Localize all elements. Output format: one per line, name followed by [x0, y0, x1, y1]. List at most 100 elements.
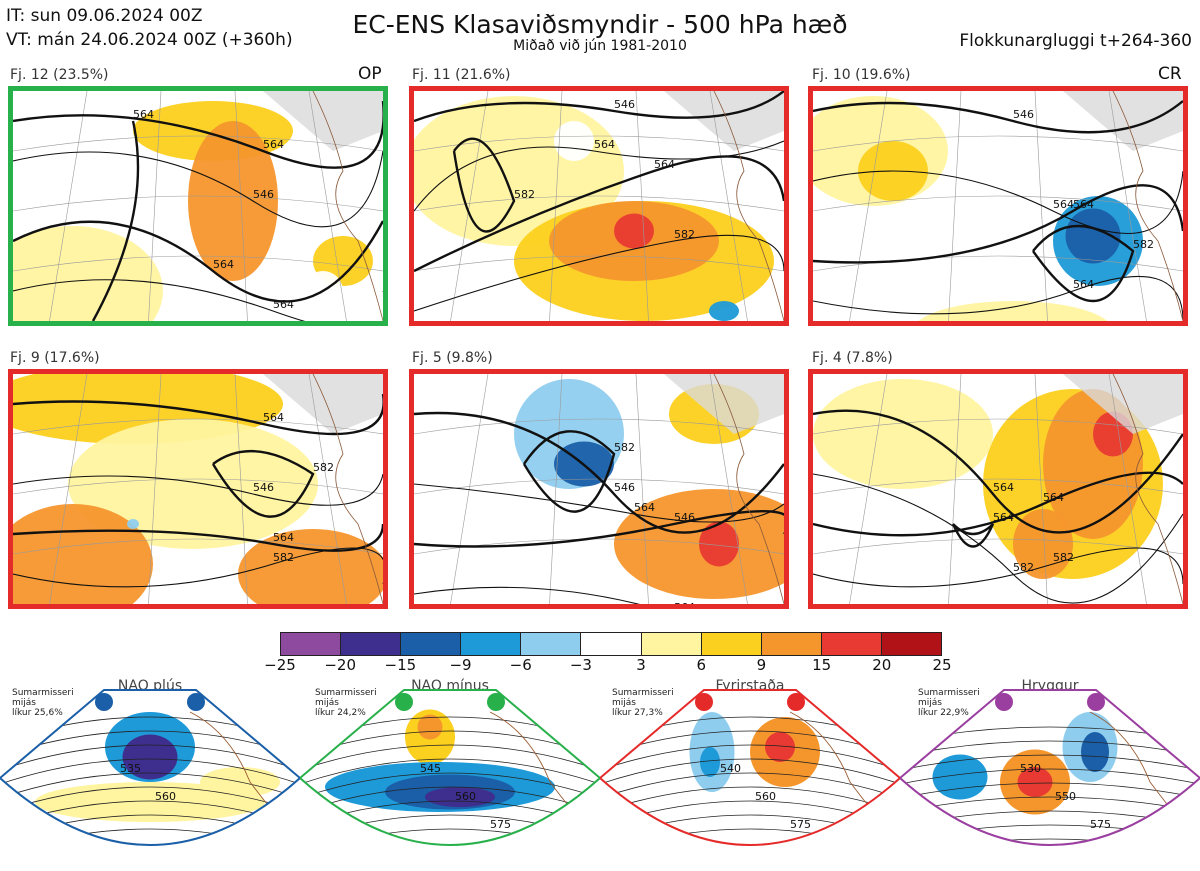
panel-label-5: Fj. 5 (9.8%)	[412, 350, 493, 366]
height-contour	[813, 170, 1183, 234]
regime-map-blocking[interactable]: 540 560 575	[600, 672, 900, 871]
graticule-line	[148, 374, 162, 604]
valid-time: VT: mán 24.06.2024 00Z (+360h)	[6, 30, 293, 50]
height-contour	[414, 411, 784, 534]
height-contour	[452, 137, 516, 233]
contour-label: 582	[514, 188, 535, 201]
regime-contour	[900, 782, 1200, 799]
colorbar-segment	[341, 633, 402, 655]
graticule-line	[635, 374, 649, 604]
height-contour	[13, 220, 383, 303]
regime-note-line: líkur 27,3%	[612, 708, 663, 718]
regime-map-ridge[interactable]: 530 550 575	[900, 672, 1200, 871]
colorbar-tick-label: 3	[636, 656, 646, 674]
colorbar-tick-label: −15	[384, 656, 417, 674]
contour-label: 564	[133, 108, 154, 121]
colorbar-segment	[761, 633, 822, 655]
contour-label: 582	[1013, 561, 1034, 574]
colorbar-segment	[521, 633, 582, 655]
regime-marker-dot	[487, 693, 505, 711]
regime-anomaly	[1081, 732, 1109, 772]
contour-label: 564	[273, 298, 294, 311]
cluster-map-4[interactable]: 564 546 564 582 582	[8, 369, 388, 609]
regime-note-line: Sumarmisseri	[12, 688, 74, 698]
contour-label: 564	[993, 481, 1014, 494]
graticule-line	[308, 91, 347, 321]
anomaly-area	[1013, 509, 1073, 579]
coastline	[1112, 91, 1183, 321]
anomaly-area	[709, 301, 739, 321]
regime-note-line: mijás	[12, 698, 36, 708]
colorbar-tick-label: −3	[569, 656, 592, 674]
regime-note-4: Sumarmisseri mijás líkur 22,9%	[918, 688, 980, 718]
cluster-map-5[interactable]: 546 564 546 564 582	[409, 369, 789, 609]
regime-anomaly	[417, 714, 443, 740]
regime-contour-label: 575	[1090, 818, 1111, 831]
cluster-map-6[interactable]: 564 582 564 582 564	[808, 369, 1188, 609]
contour-label: 564	[993, 511, 1014, 524]
regime-note-line: mijás	[612, 698, 636, 708]
regime-map-nao-minus[interactable]: 545 560 575	[300, 672, 600, 871]
contour-label: 564	[213, 258, 234, 271]
anomaly-area	[918, 301, 1108, 321]
graticule-line	[813, 538, 1183, 555]
regime-map-nao-plus[interactable]: 535 560	[0, 672, 300, 871]
fan-border	[0, 689, 300, 846]
height-contour	[414, 483, 784, 523]
coastline	[713, 374, 784, 604]
graticule-line	[13, 418, 383, 435]
graticule-line	[813, 135, 1183, 152]
colorbar-tick-label: 25	[932, 656, 952, 674]
contour-label: 564	[634, 501, 655, 514]
cluster-map-1[interactable]: 564 546 564 564 564	[8, 86, 388, 326]
regime-anomaly	[1017, 767, 1053, 797]
cluster-map-3[interactable]: 546 564 564 564 582	[808, 86, 1188, 326]
regime-contour	[600, 744, 900, 771]
regime-contour	[900, 754, 1200, 771]
regime-anomaly	[1010, 847, 1040, 857]
regime-marker-dot	[995, 693, 1013, 711]
coastline	[312, 91, 383, 321]
coastline	[312, 374, 383, 604]
contour-label: 582	[1053, 551, 1074, 564]
graticule-line	[1034, 374, 1048, 604]
land-area	[1063, 91, 1183, 151]
regime-contour	[900, 838, 1200, 845]
regime-contour-label: 575	[790, 818, 811, 831]
height-contour	[13, 547, 383, 588]
contour-label: 546	[253, 188, 274, 201]
graticule-line	[414, 418, 784, 435]
regime-contour	[300, 786, 600, 813]
graticule-line	[709, 374, 748, 604]
regime-note-1: Sumarmisseri mijás líkur 25,6%	[12, 688, 74, 718]
graticule-line	[308, 374, 347, 604]
regime-marker-dot	[95, 693, 113, 711]
height-contour	[414, 510, 784, 548]
contour-label: 564	[263, 138, 284, 151]
contour-label: 582	[1133, 238, 1154, 251]
regime-note-line: Sumarmisseri	[612, 688, 674, 698]
panel-tag-3: CR	[1158, 64, 1182, 84]
regime-contour-label: 550	[1055, 790, 1076, 803]
height-contour	[813, 275, 1183, 321]
contour-label: 564	[263, 411, 284, 424]
height-contour	[951, 523, 995, 548]
fan-border	[900, 689, 1200, 846]
regime-note-line: Sumarmisseri	[315, 688, 377, 698]
height-contour	[13, 394, 383, 436]
height-contour	[13, 150, 383, 228]
contour-label: 564	[1043, 491, 1064, 504]
panel-label-6: Fj. 4 (7.8%)	[812, 350, 893, 366]
height-contour	[414, 586, 784, 604]
contour-label: 564	[654, 158, 675, 171]
contour-label: 564	[594, 138, 615, 151]
coastline	[1112, 374, 1183, 604]
contour-label: 564	[1073, 198, 1094, 211]
cluster-map-2[interactable]: 546 564 564 582 582	[409, 86, 789, 326]
colorbar-segment	[821, 633, 882, 655]
graticule-line	[414, 195, 784, 212]
height-contour	[91, 120, 140, 321]
regime-contour	[600, 758, 900, 785]
regime-contour	[300, 744, 600, 771]
height-contour	[414, 155, 784, 273]
